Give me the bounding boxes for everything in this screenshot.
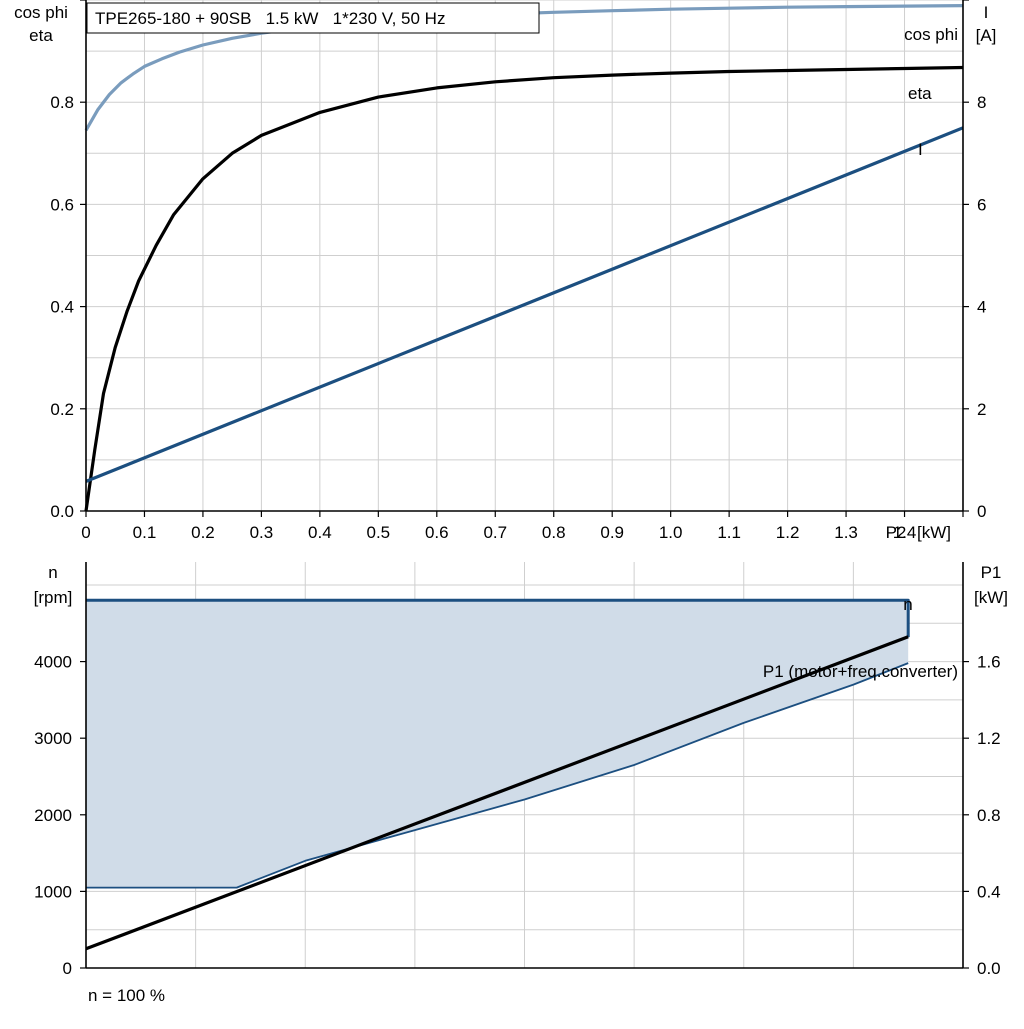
- top-right-axis-label-line1: I: [984, 3, 989, 22]
- x-tick-label: 0.9: [600, 523, 624, 542]
- bottom-y-left-tick-label: 4000: [34, 653, 72, 672]
- bottom-y-right-tick-label: 0.0: [977, 959, 1001, 978]
- y-left-tick-label: 0.2: [50, 400, 74, 419]
- current-series-label: I: [918, 140, 923, 159]
- y-left-tick-label: 0.4: [50, 298, 74, 317]
- x-tick-label: 0.3: [250, 523, 274, 542]
- top-left-axis-label-line2: eta: [29, 26, 53, 45]
- top-tick-labels: 0 0.1 0.2 0.3 0.4 0.5 0.6 0.7 0.8 0.9 1.0 1.1 1.2 1.3…: [50, 93, 986, 542]
- bottom-y-right-tick-label: 0.4: [977, 882, 1001, 901]
- top-gridlines: [86, 0, 964, 511]
- x-tick-label: 1.2: [776, 523, 800, 542]
- speed-min-curve: [86, 662, 909, 889]
- speed-footnote: n = 100 %: [88, 986, 165, 1005]
- current-curve: [85, 126, 964, 483]
- operating-range-fill: [86, 600, 909, 888]
- speed-series-label: n: [903, 595, 912, 614]
- speed-power-panel: 0 1000 2000 3000 4000 0.0 0.4 0.8 1.2 1.6 n [rpm]…: [34, 562, 1008, 978]
- bottom-tick-labels: 0 1000 2000 3000 4000 0.0 0.4 0.8 1.2 1.6: [34, 653, 1000, 978]
- top-right-axis-label-line2: [A]: [976, 26, 997, 45]
- top-series-labels: cos phi eta I: [904, 25, 958, 159]
- efficiency-current-panel: 0 0.1 0.2 0.3 0.4 0.5 0.6 0.7 0.8 0.9 1.0 1.1 1.2 1.3…: [14, 0, 996, 542]
- y-left-tick-label: 0.0: [50, 502, 74, 521]
- x-tick-label: 0.4: [308, 523, 332, 542]
- bottom-right-axis-label-line2: [kW]: [974, 588, 1008, 607]
- bottom-y-right-tick-label: 1.2: [977, 729, 1001, 748]
- p1-series-label: P1 (motor+freq.converter): [763, 662, 958, 681]
- x-tick-label: 0.6: [425, 523, 449, 542]
- y-right-tick-label: 4: [977, 298, 986, 317]
- p1-power-curve: [85, 635, 909, 951]
- y-right-tick-label: 6: [977, 195, 986, 214]
- bottom-axes: [80, 562, 969, 969]
- chart-title: TPE265-180 + 90SB 1.5 kW 1*230 V, 50 Hz: [95, 9, 445, 28]
- x-tick-label: 0.5: [367, 523, 391, 542]
- bottom-y-left-tick-label: 3000: [34, 729, 72, 748]
- bottom-left-axis-label-line1: n: [48, 563, 57, 582]
- x-axis-label-prefix: P2: [886, 523, 907, 542]
- x-axis-label-unit: [kW]: [917, 523, 951, 542]
- y-left-tick-label: 0.8: [50, 93, 74, 112]
- x-tick-label: 0.7: [483, 523, 507, 542]
- eta-series-label: eta: [908, 84, 932, 103]
- y-right-tick-label: 0: [977, 502, 986, 521]
- top-left-axis-label-line1: cos phi: [14, 3, 68, 22]
- x-tick-label: 1.4: [893, 523, 917, 542]
- speed-max-curve: [86, 598, 910, 638]
- operating-range-area: [86, 600, 909, 888]
- x-tick-label: 0.1: [133, 523, 157, 542]
- bottom-y-right-tick-label: 0.8: [977, 806, 1001, 825]
- x-tick-label: 1.0: [659, 523, 683, 542]
- bottom-series-labels: n P1 (motor+freq.converter): [763, 595, 958, 681]
- eta-curve: [84, 65, 964, 512]
- y-right-tick-label: 8: [977, 93, 986, 112]
- bottom-series-group: [85, 598, 910, 951]
- bottom-y-left-tick-label: 1000: [34, 882, 72, 901]
- x-tick-label: 0.8: [542, 523, 566, 542]
- top-series-group: [84, 4, 964, 512]
- bottom-y-right-tick-label: 1.6: [977, 653, 1001, 672]
- bottom-y-left-tick-label: 2000: [34, 806, 72, 825]
- x-tick-label: 0: [81, 523, 90, 542]
- x-tick-label: 0.2: [191, 523, 215, 542]
- top-axes: [80, 0, 969, 517]
- top-axis-labels: cos phi eta I [A] P2 [kW]: [14, 3, 996, 542]
- bottom-left-axis-label-line2: [rpm]: [34, 588, 73, 607]
- chart-title-box: TPE265-180 + 90SB 1.5 kW 1*230 V, 50 Hz: [86, 2, 540, 34]
- x-tick-label: 1.1: [717, 523, 741, 542]
- cosphi-series-label: cos phi: [904, 25, 958, 44]
- x-tick-label: 1.3: [834, 523, 858, 542]
- bottom-y-left-tick-label: 0: [63, 959, 72, 978]
- bottom-right-axis-label-line1: P1: [981, 563, 1002, 582]
- bottom-axis-labels: n [rpm] P1 [kW]: [34, 563, 1008, 607]
- y-right-tick-label: 2: [977, 400, 986, 419]
- y-left-tick-label: 0.6: [50, 195, 74, 214]
